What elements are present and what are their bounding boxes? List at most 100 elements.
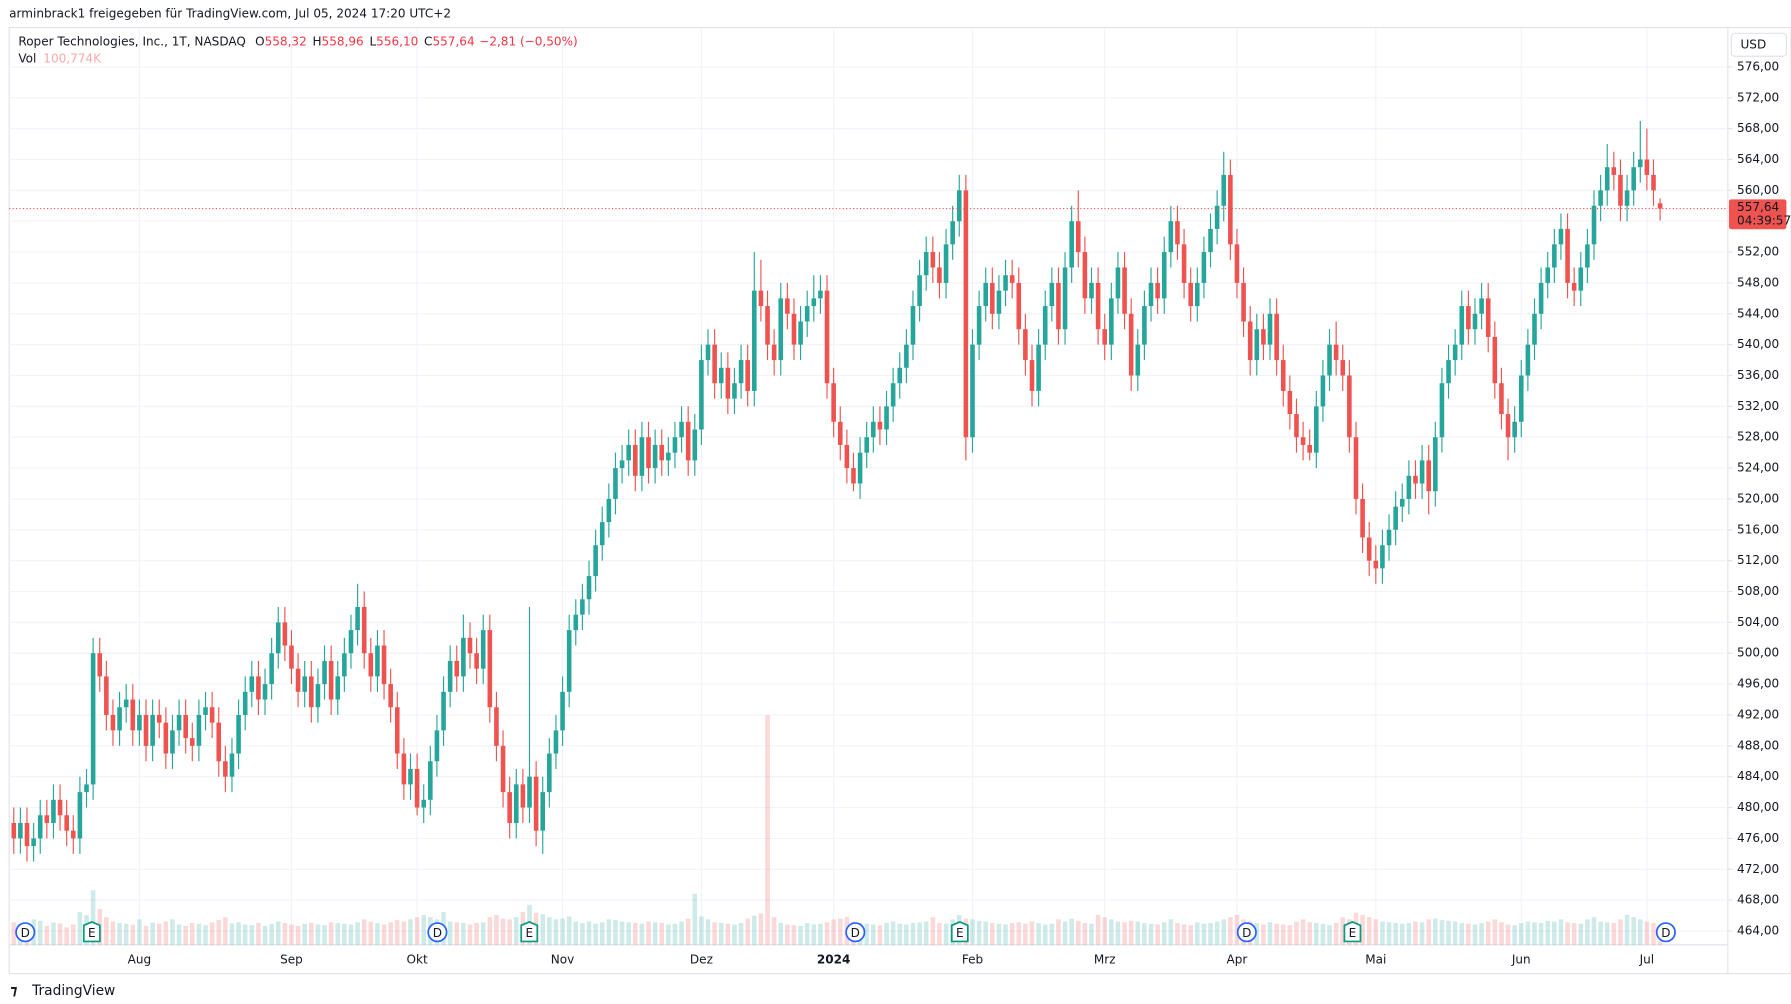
y-tick-label: 572,00 <box>1737 90 1779 104</box>
candle-body <box>1347 375 1352 438</box>
volume-bar <box>1128 920 1134 945</box>
event-marker <box>845 922 866 943</box>
candle-body <box>1300 437 1306 445</box>
volume-bar <box>335 923 341 945</box>
volume-bar <box>269 923 274 945</box>
candle-body <box>1360 498 1365 538</box>
candle-body <box>196 714 202 746</box>
candle-body <box>672 437 678 453</box>
y-tick-label: 512,00 <box>1737 553 1779 567</box>
volume-bar <box>910 923 916 945</box>
volume-bar <box>163 921 169 945</box>
volume-bar <box>1056 919 1061 945</box>
candle-body <box>1089 282 1094 299</box>
event-label: D <box>1661 926 1670 940</box>
volume-bar <box>1505 924 1511 945</box>
volume-bar <box>189 923 195 945</box>
volume-bar <box>375 923 380 945</box>
volume-bar <box>1571 923 1577 945</box>
candle-body <box>1109 298 1114 345</box>
candle-body <box>705 344 711 361</box>
volume-bar <box>904 924 909 945</box>
y-tick-label: 504,00 <box>1737 615 1779 629</box>
candle-body <box>606 498 612 523</box>
candle-body <box>342 653 347 677</box>
candle-body <box>1049 282 1055 307</box>
candle-body <box>818 290 823 299</box>
candle-body <box>31 838 36 847</box>
candle-body <box>593 545 598 577</box>
volume-bar <box>1618 919 1623 945</box>
volume-bar <box>1228 917 1233 945</box>
volume-bar <box>480 922 486 945</box>
candle-body <box>1651 174 1656 191</box>
candle-body <box>1419 460 1425 484</box>
candle-body <box>1439 383 1445 438</box>
candle-body <box>315 684 321 708</box>
volume-bar <box>1036 923 1041 945</box>
candle-body <box>189 738 195 746</box>
volume-bar <box>831 919 836 945</box>
volume-bar <box>500 918 506 945</box>
candle-body <box>573 614 579 631</box>
event-label: D <box>21 926 30 940</box>
currency-button[interactable] <box>1730 32 1787 57</box>
volume-bar <box>1102 917 1108 945</box>
candle-body <box>599 522 605 546</box>
volume-bar <box>176 924 182 945</box>
candle-body <box>1657 203 1663 209</box>
candle-body <box>1386 529 1392 546</box>
candle-body <box>646 437 651 469</box>
y-tick-label: 548,00 <box>1737 275 1779 289</box>
volume-bar <box>447 921 453 945</box>
volume-legend: Vol 100,774K <box>18 51 102 65</box>
event-label: D <box>433 926 442 940</box>
candle-body <box>718 367 724 384</box>
candle-body <box>163 722 169 754</box>
volume-bar <box>646 921 651 945</box>
currency[interactable]: USD <box>1740 37 1766 51</box>
volume-bar <box>408 919 413 945</box>
candle-body <box>335 676 341 700</box>
volume-bar <box>1512 925 1517 945</box>
candle-body <box>1644 159 1650 175</box>
candle-body <box>209 707 215 723</box>
candle-body <box>1247 321 1253 361</box>
volume-bar <box>811 924 817 945</box>
x-tick-label: Mai <box>1365 952 1386 966</box>
volume-bar <box>1360 914 1365 945</box>
event-label: D <box>851 926 860 940</box>
candle-body <box>837 421 843 445</box>
candle-body <box>831 383 836 422</box>
candle-body <box>937 267 942 283</box>
volume-bar <box>1399 923 1405 945</box>
candle-body <box>884 406 889 430</box>
candle-body <box>275 622 281 654</box>
event-marker <box>520 920 539 943</box>
grid <box>9 27 1728 945</box>
candle-body <box>1042 306 1048 345</box>
y-tick-label: 496,00 <box>1737 677 1779 691</box>
candle-body <box>51 799 56 823</box>
candle-body <box>414 768 420 808</box>
candle-body <box>798 321 803 345</box>
vol-value: 100,774K <box>43 51 102 65</box>
candle-body <box>963 190 969 438</box>
volume-bar <box>1657 941 1663 945</box>
event-marker <box>15 922 36 943</box>
candle-body <box>1294 414 1299 438</box>
volume-bar <box>348 924 354 945</box>
x-tick-label: 2024 <box>817 952 851 966</box>
volume-bar <box>1637 919 1643 945</box>
volume-bar <box>1023 923 1028 945</box>
volume-bar <box>143 925 149 945</box>
volume-bar <box>1142 923 1147 945</box>
volume-bar <box>104 917 109 945</box>
volume-bar <box>1466 923 1471 945</box>
candle-body <box>223 761 228 777</box>
candle-body <box>421 799 427 808</box>
volume-bar <box>37 920 43 945</box>
candle-body <box>547 753 552 793</box>
event-marker <box>82 920 101 943</box>
